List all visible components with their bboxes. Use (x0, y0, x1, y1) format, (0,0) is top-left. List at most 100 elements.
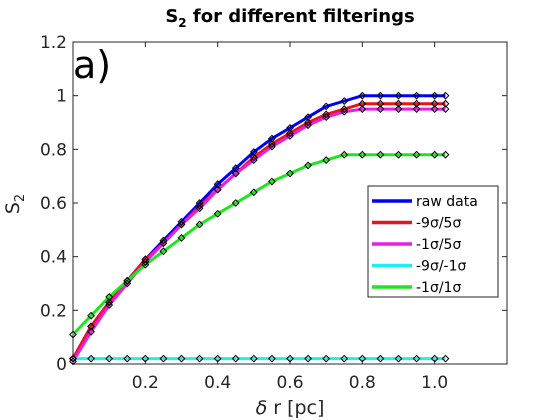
data-point (412, 150, 421, 159)
data-point (141, 258, 150, 266)
data-point (249, 156, 258, 164)
series-line (71, 153, 446, 336)
data-point (304, 354, 312, 363)
data-point (123, 276, 132, 285)
data-point (268, 177, 276, 186)
data-point (105, 301, 114, 309)
data-point (430, 354, 439, 363)
data-point (340, 150, 349, 159)
data-point (394, 91, 403, 100)
data-point (322, 102, 331, 111)
panel-label: a) (73, 43, 111, 87)
series-line (71, 102, 446, 360)
y-tick-label: 0.8 (40, 140, 67, 160)
data-point (268, 354, 276, 363)
y-tick-label: 1 (56, 87, 67, 107)
legend-box (367, 185, 499, 298)
data-point (340, 97, 349, 105)
data-point (105, 293, 114, 301)
data-point (322, 156, 331, 164)
data-point (105, 298, 114, 307)
data-point (159, 239, 168, 248)
data-point (340, 354, 349, 363)
chart-title: S2 for different filterings (165, 6, 414, 30)
data-point (394, 99, 403, 108)
data-point (159, 247, 168, 256)
x-tick-label: 0.8 (349, 373, 376, 393)
data-point (286, 354, 294, 363)
data-point (195, 201, 204, 210)
data-point (141, 255, 150, 264)
axis-ticks: 0 0.2 0.4 0.6 0.8 1 1.2 0.2 0.4 0.6 0.8 1.0 (40, 33, 507, 393)
data-point (304, 121, 312, 130)
x-axis-title: δ r [pc] (256, 397, 325, 419)
series-markers (69, 91, 450, 366)
data-point (249, 148, 258, 156)
data-point (304, 161, 312, 170)
data-point (195, 354, 204, 363)
data-point (376, 99, 385, 108)
series-lines (71, 94, 446, 363)
data-point (177, 220, 186, 229)
data-point (430, 150, 439, 159)
data-point (304, 118, 312, 127)
data-point (87, 327, 95, 336)
data-point (87, 322, 95, 331)
data-point (394, 150, 403, 159)
data-point (441, 91, 450, 100)
data-point (358, 99, 367, 108)
data-point (376, 91, 385, 100)
data-point (213, 354, 222, 363)
data-point (376, 354, 385, 363)
data-point (249, 188, 258, 197)
data-point (430, 91, 439, 100)
data-point (358, 150, 367, 159)
data-point (286, 129, 294, 138)
data-point (441, 354, 450, 363)
x-tick-label: 0.2 (132, 373, 159, 393)
y-axis-title: S2 (2, 194, 28, 214)
data-point (412, 354, 421, 363)
data-point (430, 105, 439, 113)
data-point (441, 150, 450, 159)
data-point (177, 217, 186, 226)
legend-label: -9σ/-1σ (416, 259, 467, 275)
data-point (177, 354, 186, 363)
y-tick-label: 0.4 (40, 248, 67, 268)
data-point (195, 204, 204, 213)
data-point (195, 220, 204, 229)
data-point (340, 105, 349, 113)
data-point (412, 99, 421, 108)
data-point (268, 140, 276, 148)
y-tick-label: 1.2 (40, 33, 67, 53)
data-point (141, 354, 150, 363)
x-tick-label: 0.4 (204, 373, 231, 393)
data-point (195, 199, 204, 207)
data-point (177, 233, 186, 242)
legend-label: -1σ/1σ (416, 280, 461, 296)
legend-label: -1σ/5σ (416, 237, 461, 253)
data-point (441, 99, 450, 108)
data-point (141, 260, 150, 269)
data-point (322, 354, 331, 363)
data-point (286, 132, 294, 140)
data-point (159, 236, 168, 245)
data-point (286, 169, 294, 178)
y-tick-label: 0.2 (40, 301, 67, 321)
data-point (376, 105, 385, 113)
data-point (249, 153, 258, 162)
data-point (123, 354, 132, 363)
y-tick-label: 0.6 (40, 194, 67, 214)
legend: raw data -9σ/5σ -1σ/5σ -9σ/-1σ -1σ/1σ (367, 185, 499, 298)
data-point (358, 105, 367, 113)
data-point (340, 107, 349, 116)
data-point (249, 354, 258, 363)
data-point (430, 99, 439, 108)
data-point (286, 123, 294, 132)
data-point (268, 142, 276, 151)
data-point (213, 180, 222, 189)
data-point (304, 113, 312, 122)
data-point (231, 169, 240, 178)
data-point (322, 110, 331, 119)
